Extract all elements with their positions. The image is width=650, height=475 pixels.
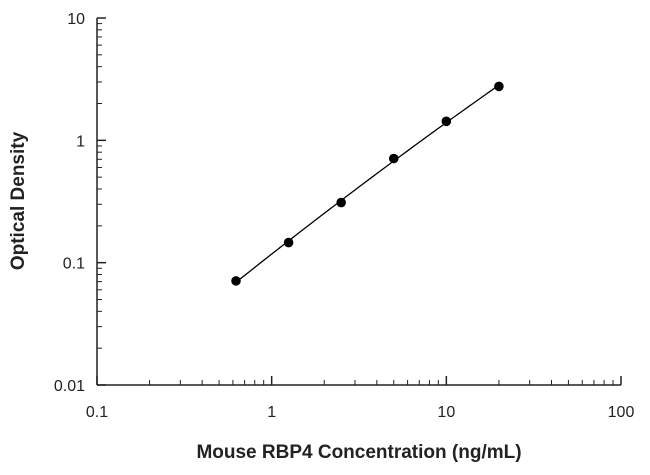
x-axis-title: Mouse RBP4 Concentration (ng/mL) [196,442,521,463]
data-point [494,81,504,92]
minor-ticks [97,23,614,385]
data-point [336,197,346,208]
data-point [441,116,452,127]
y-tick-labels: 0.01 0.1 1 10 [54,11,85,395]
data-point [231,276,241,286]
y-tick-label: 0.01 [54,378,85,395]
x-tick-labels: 0.1 1 10 100 [86,404,635,421]
y-tick-label: 0.1 [63,256,85,273]
y-axis-title: Optical Density [8,131,29,270]
y-tick-label: 10 [67,11,85,28]
y-tick-label: 1 [76,133,85,150]
x-tick-label: 1 [267,404,276,421]
x-tick-label: 100 [608,404,635,421]
major-ticks [96,17,622,386]
data-points [231,81,504,286]
data-point [283,237,294,248]
fit-curve [235,84,500,283]
x-tick-label: 10 [437,404,455,421]
x-tick-label: 0.1 [86,404,108,421]
data-point [388,153,399,164]
